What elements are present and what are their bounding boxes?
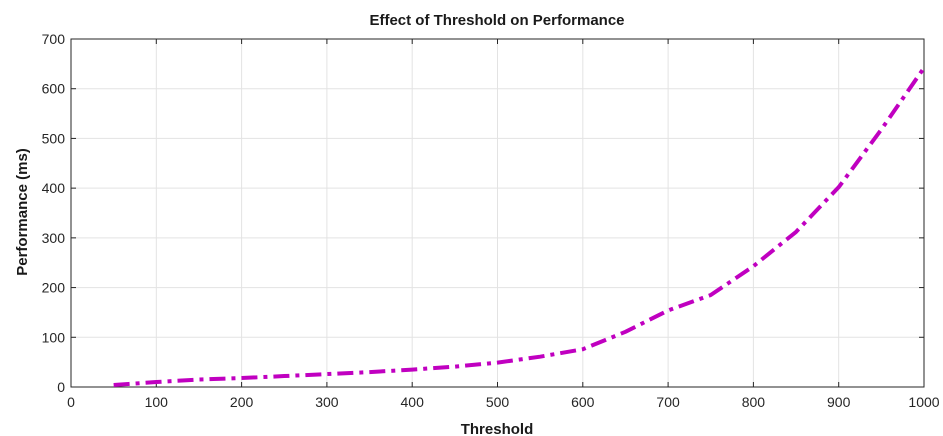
data-point	[667, 309, 669, 311]
x-tick-label: 300	[315, 394, 339, 410]
x-tick-label: 100	[145, 394, 169, 410]
data-point	[880, 128, 882, 130]
x-tick-label: 1000	[908, 394, 939, 410]
x-tick-label: 900	[827, 394, 851, 410]
data-point	[240, 377, 242, 379]
chart-title: Effect of Threshold on Performance	[369, 12, 624, 29]
y-axis-label: Performance (ms)	[14, 148, 31, 276]
data-point	[923, 67, 925, 69]
data-point	[112, 384, 114, 386]
data-point	[454, 365, 456, 367]
y-tick-label: 0	[57, 379, 65, 395]
y-tick-label: 500	[42, 130, 66, 146]
y-tick-label: 400	[42, 180, 66, 196]
x-tick-label: 600	[571, 394, 595, 410]
data-point	[752, 265, 754, 267]
series-line	[113, 66, 926, 388]
series	[112, 66, 926, 388]
x-tick-label: 500	[486, 394, 510, 410]
y-tick-label: 100	[42, 329, 66, 345]
data-point	[326, 373, 328, 375]
data-point	[624, 331, 626, 333]
data-point	[283, 375, 285, 377]
x-tick-label: 400	[401, 394, 425, 410]
data-point	[198, 378, 200, 380]
y-tick-label: 300	[42, 230, 66, 246]
x-tick-label: 700	[656, 394, 680, 410]
data-point	[838, 186, 840, 188]
data-point	[411, 368, 413, 370]
tick-marks	[70, 38, 925, 388]
data-point	[795, 231, 797, 233]
y-tick-label: 700	[42, 31, 66, 47]
x-tick-labels: 0 100 200 300 400 500 600 700 800 900 1000	[67, 394, 940, 410]
data-point	[368, 371, 370, 373]
y-tick-label: 200	[42, 280, 66, 296]
y-tick-labels: 0 100 200 300 400 500 600 700	[42, 31, 66, 395]
x-tick-label: 800	[742, 394, 766, 410]
x-tick-label: 200	[230, 394, 254, 410]
x-axis-label: Threshold	[461, 421, 534, 436]
data-point	[155, 381, 157, 383]
data-point	[582, 348, 584, 350]
y-tick-label: 600	[42, 81, 66, 97]
data-point	[496, 361, 498, 363]
grid	[70, 38, 925, 388]
data-point	[539, 355, 541, 357]
x-tick-label: 0	[67, 394, 75, 410]
data-point	[710, 294, 712, 296]
